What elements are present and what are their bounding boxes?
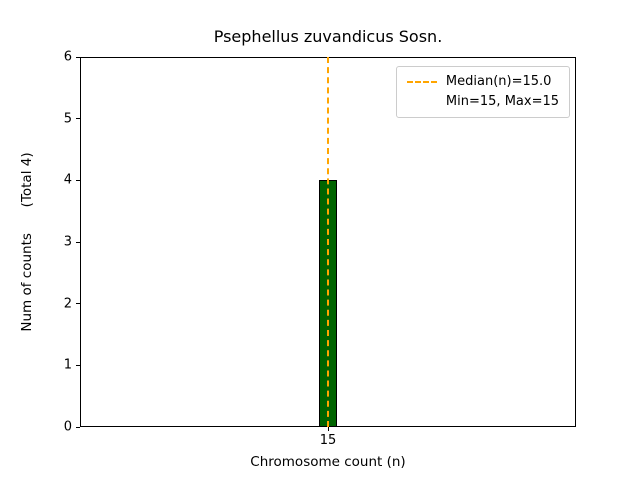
y-tick-label: 3 bbox=[63, 234, 72, 250]
y-tick-mark bbox=[76, 364, 80, 366]
median-line bbox=[327, 57, 329, 427]
legend-label-minmax: Min=15, Max=15 bbox=[445, 94, 559, 109]
x-tick-label: 15 bbox=[319, 433, 337, 448]
y-tick-label: 5 bbox=[63, 111, 72, 127]
y-tick-label: 4 bbox=[63, 172, 72, 188]
legend: Median(n)=15.0 Min=15, Max=15 bbox=[395, 66, 570, 118]
y-tick-label: 6 bbox=[63, 49, 72, 65]
y-axis-label: Num of counts (Total 4) bbox=[19, 152, 35, 332]
median-dashed-line-sample bbox=[406, 81, 437, 83]
y-tick-label: 2 bbox=[63, 296, 72, 312]
y-tick-label: 1 bbox=[63, 357, 72, 373]
y-tick-mark bbox=[76, 241, 80, 243]
legend-entry-minmax: Min=15, Max=15 bbox=[407, 92, 559, 112]
chart-title: Psephellus zuvandicus Sosn. bbox=[213, 27, 443, 46]
x-axis-label: Chromosome count (n) bbox=[250, 454, 406, 470]
y-tick-mark bbox=[76, 179, 80, 181]
y-tick-mark bbox=[76, 118, 80, 120]
y-tick-label: 0 bbox=[63, 419, 72, 435]
y-tick-mark bbox=[76, 303, 80, 305]
legend-label-median: Median(n)=15.0 bbox=[445, 74, 552, 89]
x-tick-mark bbox=[327, 427, 329, 431]
y-tick-mark bbox=[76, 426, 80, 428]
legend-entry-median: Median(n)=15.0 bbox=[406, 72, 559, 92]
y-tick-mark bbox=[76, 56, 80, 58]
